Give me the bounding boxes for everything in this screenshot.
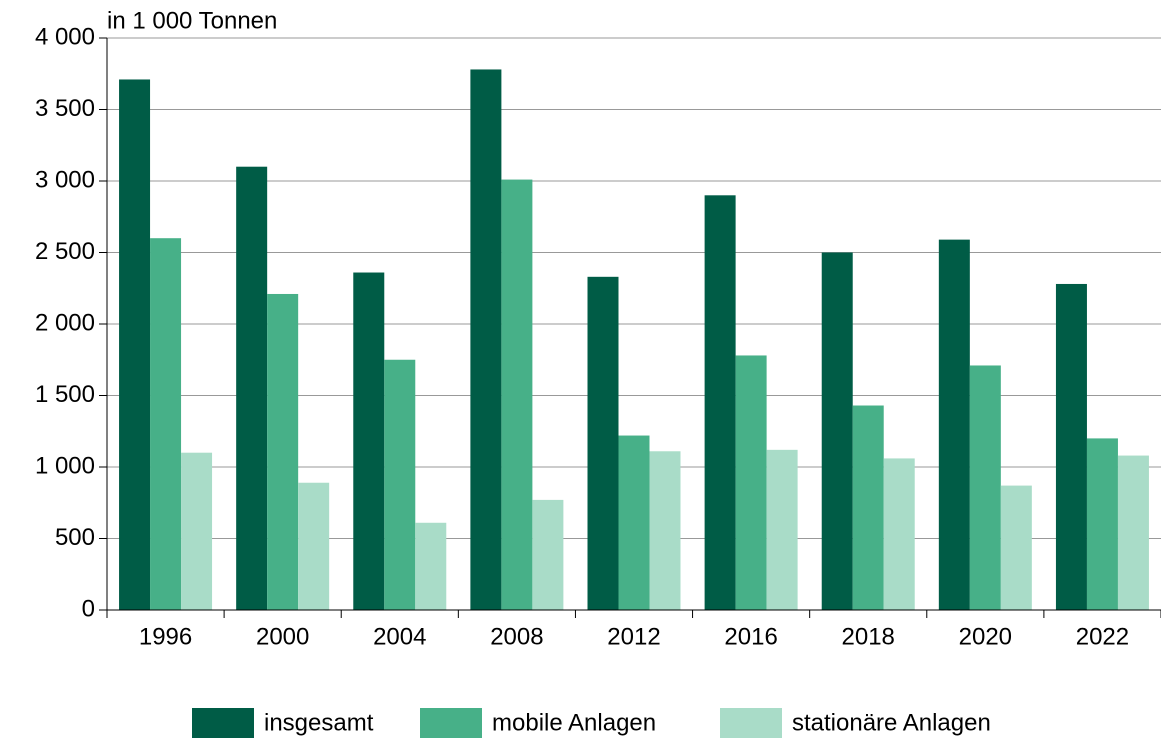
legend-label: insgesamt [264,709,374,736]
bar [618,435,650,610]
bar [119,79,151,611]
y-tick-label: 500 [55,524,95,551]
bar [735,355,767,610]
bar [181,452,213,610]
bar [821,252,853,610]
bar [766,449,798,610]
legend-label: mobile Anlagen [492,709,656,736]
y-tick-label: 1 500 [35,381,95,408]
bar [938,239,970,610]
y-tick-label: 0 [82,595,95,622]
x-tick-label: 2016 [724,623,777,650]
bar [298,482,330,610]
x-tick-label: 2004 [373,623,426,650]
legend-swatch [192,708,254,738]
bar [704,195,736,611]
legend-swatch [420,708,482,738]
bar [415,522,447,610]
bar [649,451,681,610]
y-tick-label: 4 000 [35,23,95,50]
bar [236,166,268,610]
bar [852,405,884,610]
bar [353,272,385,610]
x-tick-label: 2020 [959,623,1012,650]
x-tick-label: 2012 [607,623,660,650]
x-tick-label: 2022 [1076,623,1129,650]
bar [883,458,915,610]
bar [1000,485,1032,610]
y-tick-label: 1 000 [35,452,95,479]
bar [501,179,533,610]
x-tick-label: 2000 [256,623,309,650]
bar [150,238,182,610]
x-tick-label: 1996 [139,623,192,650]
bar [384,359,416,610]
legend-swatch [720,708,782,738]
bar [267,293,299,610]
y-tick-label: 3 500 [35,95,95,122]
bar [587,276,619,610]
x-tick-label: 2008 [490,623,543,650]
bar [1086,438,1118,610]
y-tick-label: 3 000 [35,166,95,193]
legend-label: stationäre Anlagen [792,709,991,736]
bar [470,69,502,610]
y-tick-label: 2 500 [35,238,95,265]
x-tick-label: 2018 [842,623,895,650]
bar [1117,455,1149,610]
y-tick-label: 2 000 [35,309,95,336]
bar [532,499,564,610]
bar [1055,283,1087,610]
axis-label: in 1 000 Tonnen [107,7,277,34]
bar [969,365,1001,610]
